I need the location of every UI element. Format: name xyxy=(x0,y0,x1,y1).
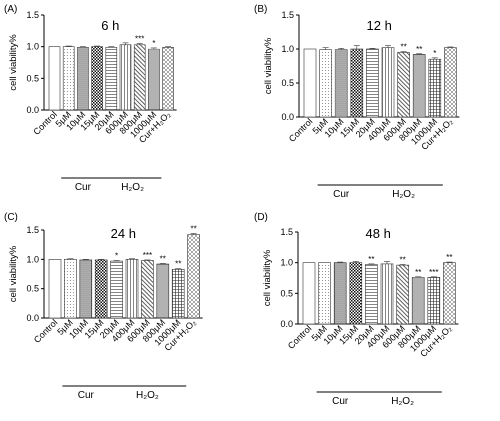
y-tick-label: 1.0 xyxy=(281,44,294,54)
y-tick-label: 1.5 xyxy=(26,225,39,235)
significance-label: * xyxy=(433,49,436,58)
bar xyxy=(133,44,146,111)
significance-label: ** xyxy=(160,254,166,263)
group-label: H₂O₂ xyxy=(121,182,144,193)
group-label: Cur xyxy=(75,182,92,193)
group-label: Cur xyxy=(333,189,350,200)
significance-label: ** xyxy=(415,268,421,277)
bar xyxy=(319,49,332,118)
significance-label: ** xyxy=(368,255,374,264)
y-tick-label: 0.0 xyxy=(26,105,39,115)
y-tick-label: 1.5 xyxy=(281,10,294,20)
group-label: H₂O₂ xyxy=(391,396,414,407)
bar xyxy=(302,262,316,325)
y-tick-label: 0.5 xyxy=(26,284,39,294)
panel-title: 6 h xyxy=(101,18,119,33)
bar xyxy=(412,54,426,118)
bar xyxy=(396,264,409,325)
y-tick-label: 1.5 xyxy=(26,10,39,20)
significance-label: *** xyxy=(429,268,438,277)
significance-label: * xyxy=(115,252,118,261)
bar xyxy=(77,46,89,111)
bar xyxy=(334,49,348,118)
panel-title: 48 h xyxy=(366,226,391,241)
bar xyxy=(350,48,364,118)
bar xyxy=(162,46,174,111)
y-tick-label: 0.0 xyxy=(26,313,39,323)
bar xyxy=(303,48,317,118)
bar xyxy=(171,269,185,319)
bar xyxy=(156,263,170,319)
panel-title: 24 h xyxy=(111,226,136,241)
y-tick-label: 1.0 xyxy=(280,258,293,268)
bar xyxy=(397,52,410,118)
bar xyxy=(411,277,425,325)
bar xyxy=(381,47,395,118)
bar xyxy=(333,262,347,325)
bar xyxy=(62,46,75,111)
y-tick-label: 0.0 xyxy=(280,319,293,329)
bar xyxy=(148,48,160,111)
significance-label: ** xyxy=(190,225,196,234)
panel-title: 12 h xyxy=(367,18,392,33)
group-label: H₂O₂ xyxy=(392,189,415,200)
bar xyxy=(187,234,200,319)
significance-label: ** xyxy=(175,260,181,269)
significance-label: ** xyxy=(400,43,406,52)
y-tick-label: 0.5 xyxy=(280,288,293,298)
bar xyxy=(366,48,379,118)
y-axis-label: cell viability% xyxy=(8,34,19,91)
bar xyxy=(79,259,93,319)
y-tick-label: 1.0 xyxy=(26,254,39,264)
bar xyxy=(64,259,77,319)
group-label: Cur xyxy=(78,390,95,401)
bar xyxy=(428,58,442,118)
bar xyxy=(365,264,378,325)
significance-label: ** xyxy=(446,253,452,262)
panel-letter: (C) xyxy=(4,212,18,223)
bar xyxy=(110,260,123,319)
significance-label: *** xyxy=(135,35,144,44)
bar xyxy=(444,47,457,118)
y-tick-label: 1.5 xyxy=(280,227,293,237)
y-axis-label: cell viability% xyxy=(263,37,274,94)
bar xyxy=(48,259,62,319)
y-tick-label: 0.5 xyxy=(281,78,294,88)
bar xyxy=(318,262,331,325)
panel-letter: (A) xyxy=(4,4,17,15)
bar xyxy=(380,263,394,325)
bar xyxy=(105,46,118,111)
y-tick-label: 0.5 xyxy=(26,73,39,83)
significance-label: ** xyxy=(399,256,405,265)
group-label: Cur xyxy=(332,396,349,407)
panel-letter: (D) xyxy=(254,212,268,223)
bar xyxy=(427,277,441,325)
bar xyxy=(91,46,103,111)
bar xyxy=(141,260,154,319)
bar xyxy=(94,259,108,319)
y-tick-label: 0.0 xyxy=(281,112,294,122)
y-tick-label: 1.0 xyxy=(26,42,39,52)
significance-label: *** xyxy=(143,251,152,260)
bar xyxy=(48,46,61,111)
bar xyxy=(119,44,132,111)
bar xyxy=(349,262,363,325)
significance-label: * xyxy=(152,39,155,48)
y-axis-label: cell viability% xyxy=(262,249,273,306)
significance-label: ** xyxy=(416,45,422,54)
group-label: H₂O₂ xyxy=(136,390,159,401)
y-axis-label: cell viability% xyxy=(8,245,19,302)
bar xyxy=(125,259,139,319)
panel-letter: (B) xyxy=(254,4,267,15)
bar xyxy=(443,262,456,325)
